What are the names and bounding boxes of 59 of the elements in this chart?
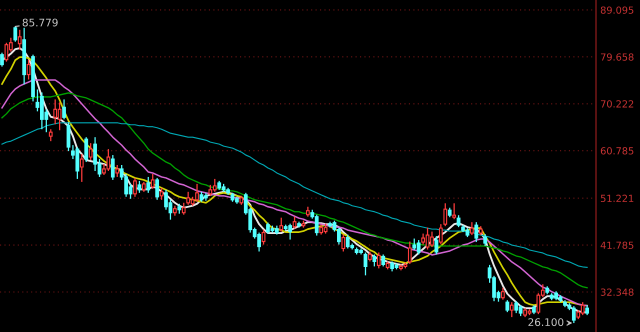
candlestick — [217, 180, 222, 190]
line-series — [1, 122, 588, 268]
candlestick — [572, 306, 576, 324]
candlestick — [155, 177, 160, 200]
y-tick-label: 32.348 — [600, 288, 634, 296]
candlestick — [585, 304, 590, 316]
candlestick — [142, 181, 146, 192]
y-tick-label: 51.221 — [600, 194, 634, 202]
candlestick — [22, 27, 26, 86]
candlestick — [110, 154, 115, 181]
candlestick — [212, 178, 217, 192]
candlestick — [284, 224, 288, 232]
candlestick — [438, 224, 443, 245]
candlestick — [372, 254, 376, 268]
candlestick — [346, 234, 350, 250]
y-tick-label: 41.785 — [600, 242, 634, 249]
y-tick-label: 60.785 — [600, 147, 634, 154]
candlestick — [580, 302, 585, 316]
candlestick — [386, 260, 390, 270]
candlestick — [483, 233, 488, 247]
candlestick — [408, 240, 412, 265]
candlestick — [208, 184, 212, 196]
candlestick — [536, 292, 540, 315]
candlestick — [412, 238, 416, 251]
candlestick — [146, 176, 150, 194]
candlestick — [274, 225, 279, 236]
candlestick — [452, 202, 456, 220]
candlestick — [443, 202, 448, 227]
candlestick — [88, 142, 93, 161]
candlestick — [518, 304, 523, 317]
y-tick-label: 79.658 — [600, 53, 634, 61]
candlestick — [510, 302, 514, 318]
annotation: 26.100 — [528, 318, 564, 326]
candlestick — [80, 153, 84, 183]
candlestick — [376, 252, 381, 270]
candlestick — [75, 146, 80, 180]
candlestick — [150, 173, 155, 190]
candlestick — [474, 222, 478, 243]
candlestick — [288, 223, 292, 240]
candlestick — [314, 214, 319, 236]
candlestick — [341, 234, 346, 252]
candlestick — [84, 136, 88, 163]
candlestick — [381, 254, 386, 268]
candlestick — [505, 300, 510, 313]
candlestick — [115, 164, 120, 178]
y-tick-label: 70.222 — [600, 100, 634, 108]
candlestick — [239, 195, 244, 206]
annotation: 85.779 — [22, 18, 58, 26]
candlestick — [53, 98, 58, 125]
candlestick — [319, 224, 324, 236]
y-tick-label: 89.095 — [600, 6, 634, 14]
candlestick — [478, 226, 483, 236]
candlestick — [18, 29, 22, 50]
candlestick — [222, 183, 226, 192]
candlestick — [514, 300, 518, 314]
candlestick — [416, 239, 421, 256]
candlestick — [186, 191, 190, 206]
candlestick — [279, 217, 284, 232]
candlestick — [48, 128, 53, 142]
